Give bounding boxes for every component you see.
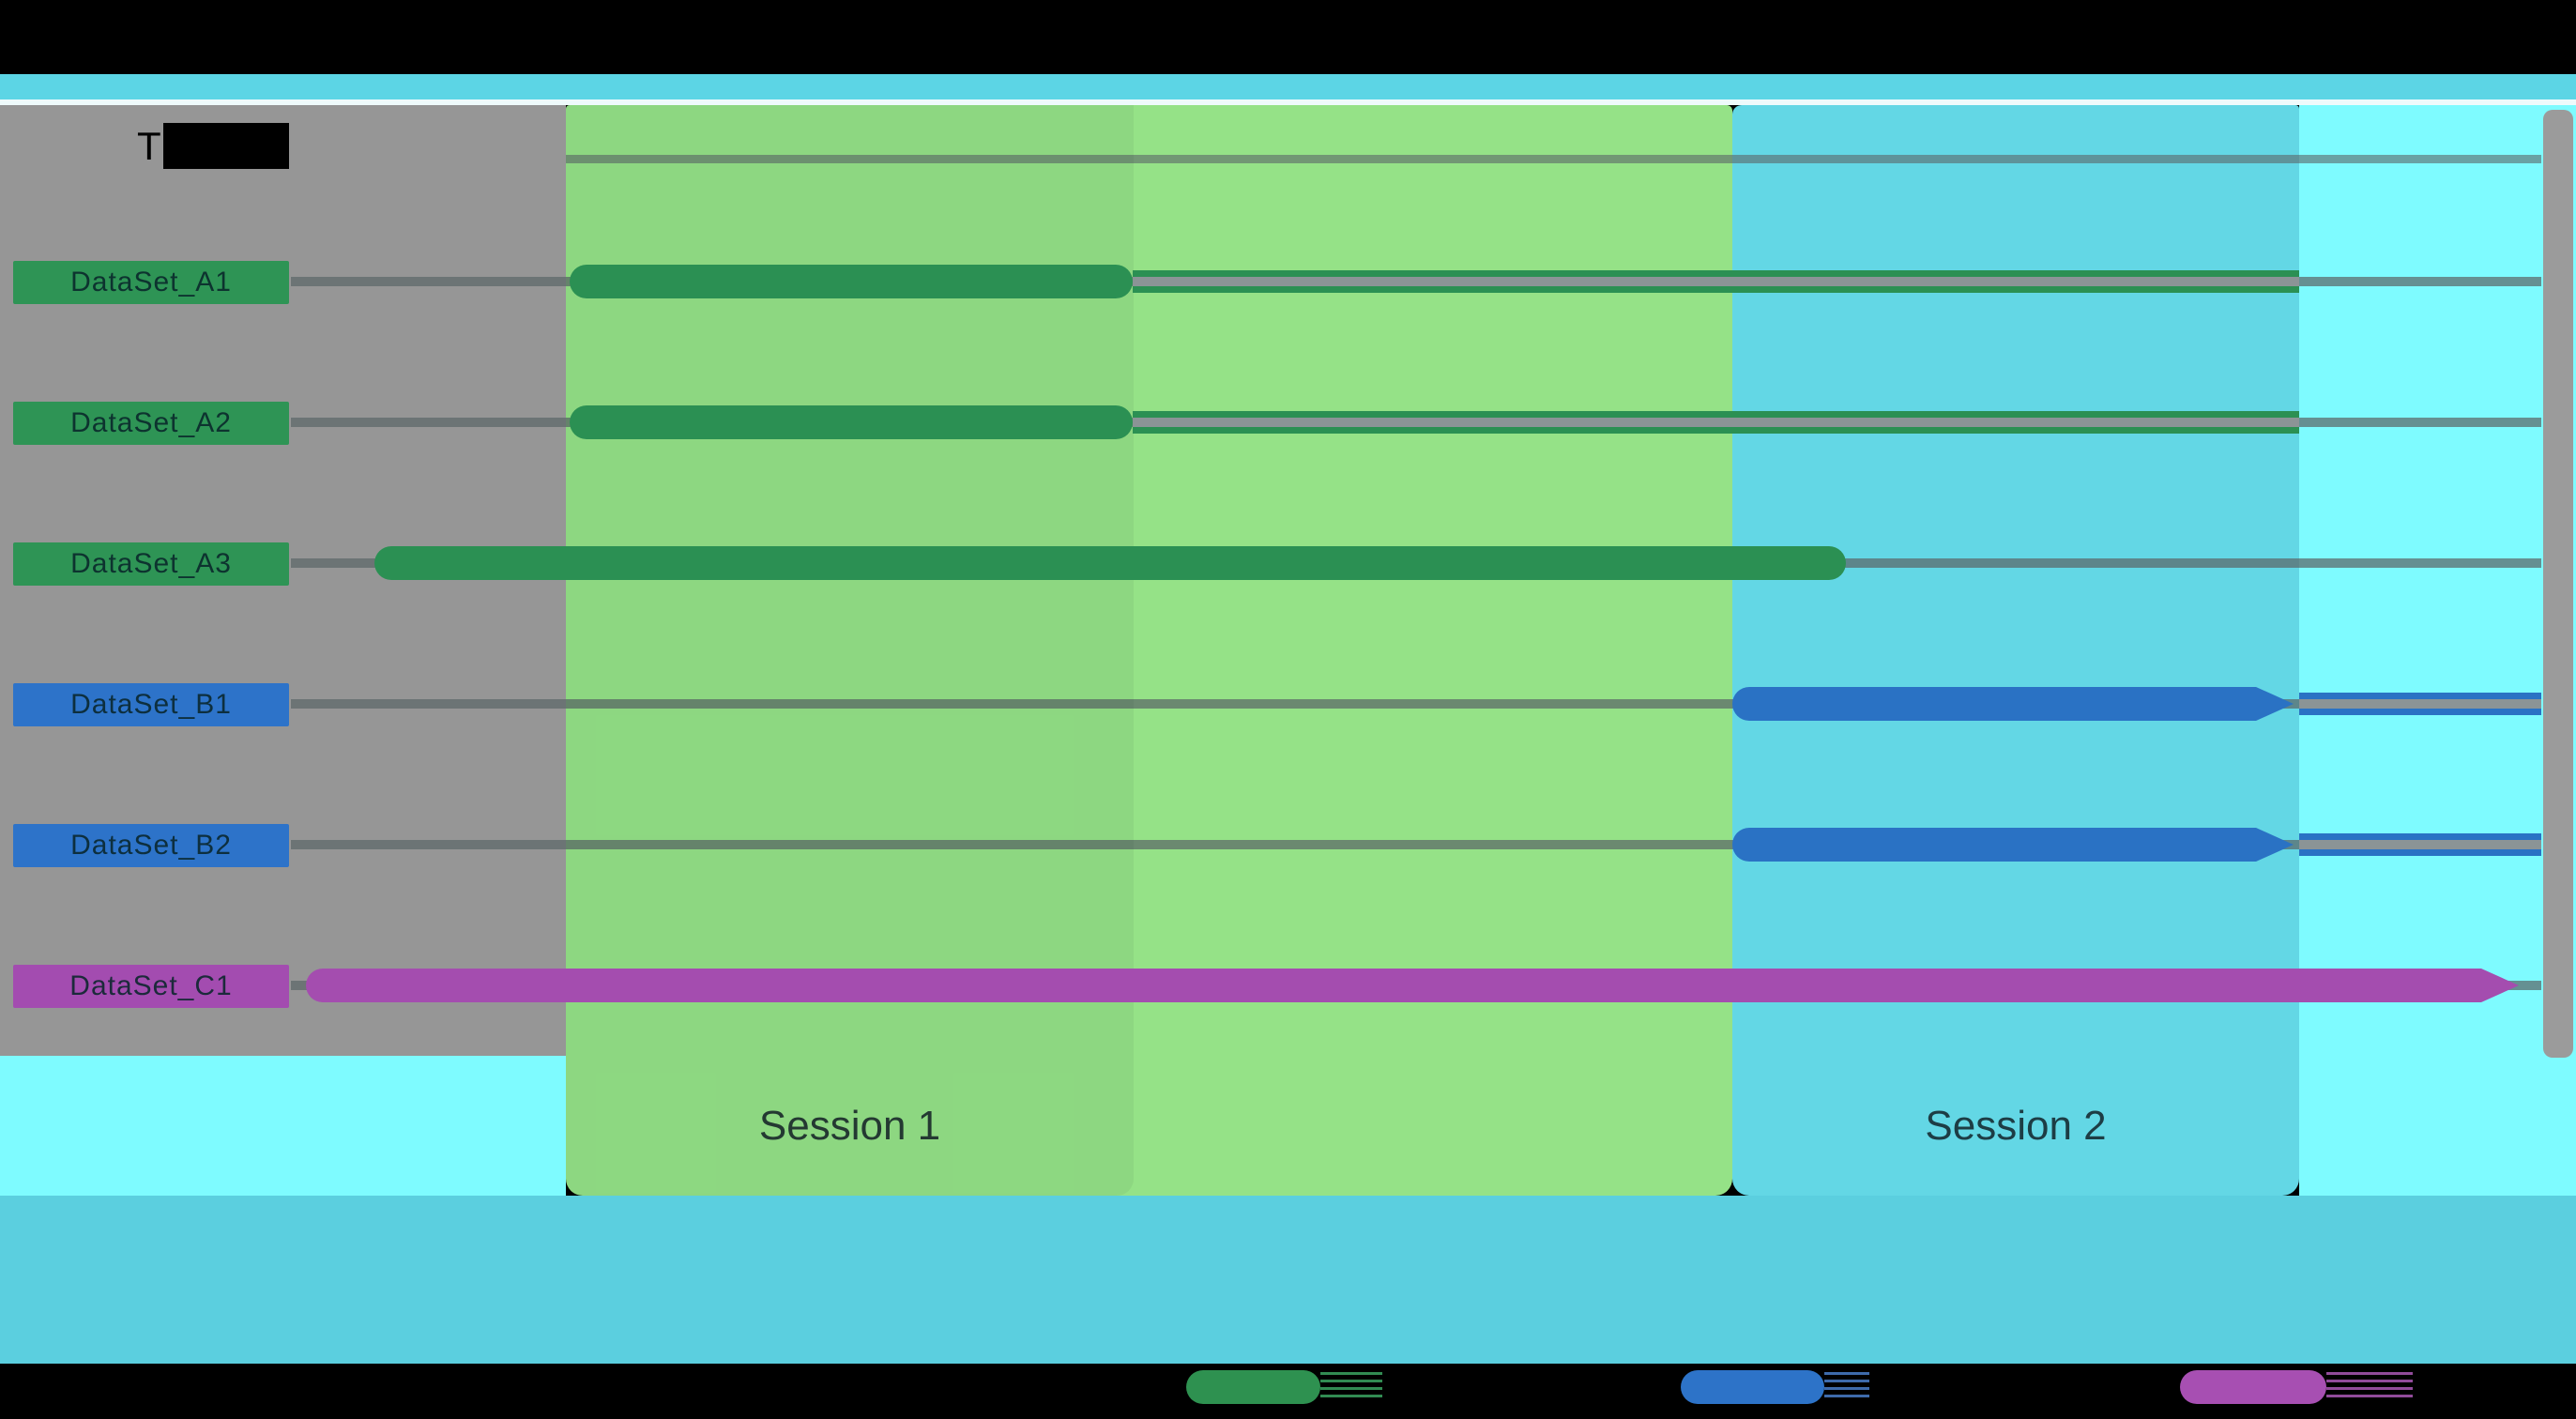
row-label-dataset-c1[interactable]: DataSet_C1	[13, 965, 289, 1008]
vertical-scrollbar-thumb[interactable]	[2543, 110, 2573, 1058]
row-gridline	[291, 699, 2541, 709]
right-bright-panel	[2299, 105, 2576, 1196]
task-bar-dataset-b1[interactable]	[1732, 687, 2299, 721]
session2-caption: Session 2	[1925, 1103, 2107, 1149]
task-extension-line	[1133, 270, 2299, 293]
legend-label-redaction	[1389, 1366, 1548, 1408]
legend-label-redaction	[2419, 1366, 2576, 1408]
legend-swatch-blue-smear	[1824, 1372, 1869, 1402]
legend-swatch-green-smear	[1320, 1372, 1382, 1402]
top-cyan-strip	[0, 74, 2576, 99]
footer-cyan-strip	[0, 1196, 2576, 1364]
title-bar	[0, 0, 2576, 74]
task-bar-dataset-a2[interactable]	[570, 405, 1133, 439]
task-bar-dataset-b2[interactable]	[1732, 828, 2299, 862]
legend-swatch-green[interactable]	[1186, 1370, 1320, 1404]
task-extension-line	[2299, 833, 2541, 856]
row-label-dataset-a1[interactable]: DataSet_A1	[13, 261, 289, 304]
legend-swatch-purple-smear	[2326, 1372, 2413, 1402]
legend-swatch-purple[interactable]	[2180, 1370, 2326, 1404]
task-bar-dataset-a1[interactable]	[570, 265, 1133, 298]
row-label-dataset-a2[interactable]: DataSet_A2	[13, 402, 289, 445]
task-bar-dataset-a3[interactable]	[374, 546, 1846, 580]
task-extension-line	[1133, 411, 2299, 434]
row-label-dataset-a3[interactable]: DataSet_A3	[13, 542, 289, 586]
session1-caption: Session 1	[758, 1103, 941, 1149]
header-redaction-box	[163, 123, 289, 169]
row-gridline	[291, 840, 2541, 849]
divider-hairline	[0, 99, 2576, 105]
legend-swatch-blue[interactable]	[1681, 1370, 1824, 1404]
row-label-dataset-b1[interactable]: DataSet_B1	[13, 683, 289, 726]
row-label-dataset-b2[interactable]: DataSet_B2	[13, 824, 289, 867]
task-column-header: T	[137, 124, 161, 168]
task-extension-line	[2299, 693, 2541, 715]
legend-label-redaction	[1877, 1366, 2036, 1408]
task-bar-dataset-c1[interactable]	[306, 969, 2524, 1002]
session2-band	[1732, 105, 2299, 1196]
bottom-left-bright-panel	[0, 1056, 566, 1196]
header-gridline	[566, 155, 2541, 163]
